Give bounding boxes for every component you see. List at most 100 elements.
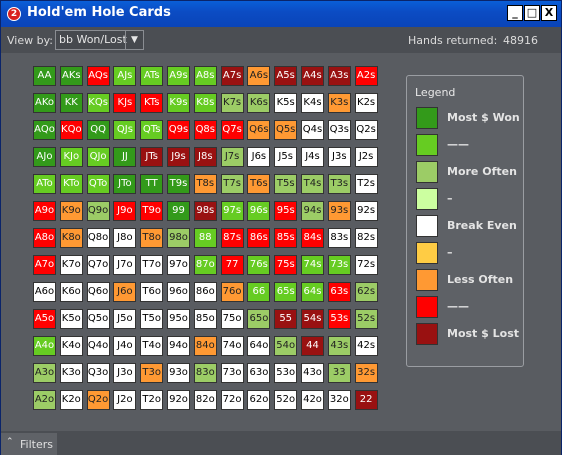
hand-cell-ako[interactable]: AKo [33, 93, 56, 113]
hand-cell-a6s[interactable]: A6s [247, 66, 271, 86]
hand-cell-q9o[interactable]: Q9o [86, 201, 110, 221]
close-button[interactable]: X [541, 5, 557, 21]
hand-cell-ats[interactable]: ATs [140, 66, 164, 86]
hand-cell-jto[interactable]: JTo [113, 174, 137, 194]
hand-cell-ajs[interactable]: AJs [113, 66, 137, 86]
hand-cell-74o[interactable]: 74o [220, 336, 244, 356]
hand-cell-73o[interactable]: 73o [220, 363, 244, 383]
hand-cell-aqo[interactable]: AQo [33, 120, 56, 140]
filters-tab[interactable]: ⌃ Filters [1, 433, 57, 455]
hand-cell-kqs[interactable]: KQs [86, 93, 110, 113]
hand-cell-a9o[interactable]: A9o [33, 201, 56, 221]
hand-cell-jj[interactable]: JJ [113, 147, 137, 167]
hand-cell-43o[interactable]: 43o [301, 363, 324, 383]
hand-cell-a3s[interactable]: A3s [327, 66, 351, 86]
hand-cell-k5o[interactable]: K5o [59, 309, 83, 329]
hand-cell-33[interactable]: 33 [327, 363, 351, 383]
hand-cell-k6o[interactable]: K6o [59, 282, 83, 302]
hand-cell-k8s[interactable]: K8s [193, 93, 217, 113]
hand-cell-73s[interactable]: 73s [327, 255, 351, 275]
hand-cell-q2o[interactable]: Q2o [86, 390, 110, 410]
hand-cell-43s[interactable]: 43s [327, 336, 351, 356]
hand-cell-84s[interactable]: 84s [301, 228, 324, 248]
hand-cell-t9o[interactable]: T9o [140, 201, 164, 221]
hand-cell-a5o[interactable]: A5o [33, 309, 56, 329]
hand-cell-k2s[interactable]: K2s [354, 93, 378, 113]
hand-cell-83s[interactable]: 83s [327, 228, 351, 248]
hand-cell-22[interactable]: 22 [354, 390, 378, 410]
hand-cell-a8o[interactable]: A8o [33, 228, 56, 248]
hand-cell-t2o[interactable]: T2o [140, 390, 164, 410]
hand-cell-kts[interactable]: KTs [140, 93, 164, 113]
hand-cell-k7o[interactable]: K7o [59, 255, 83, 275]
hand-cell-q8o[interactable]: Q8o [86, 228, 110, 248]
hand-cell-j2s[interactable]: J2s [354, 147, 378, 167]
hand-cell-53o[interactable]: 53o [274, 363, 298, 383]
hand-cell-a6o[interactable]: A6o [33, 282, 56, 302]
hand-cell-q3s[interactable]: Q3s [327, 120, 351, 140]
hand-cell-55[interactable]: 55 [274, 309, 298, 329]
hand-cell-52s[interactable]: 52s [354, 309, 378, 329]
hand-cell-a5s[interactable]: A5s [274, 66, 298, 86]
hand-cell-82o[interactable]: 82o [193, 390, 217, 410]
hand-cell-k2o[interactable]: K2o [59, 390, 83, 410]
hand-cell-aqs[interactable]: AQs [86, 66, 110, 86]
hand-cell-k3o[interactable]: K3o [59, 363, 83, 383]
hand-cell-96s[interactable]: 96s [247, 201, 271, 221]
hand-cell-88[interactable]: 88 [193, 228, 217, 248]
hand-cell-tt[interactable]: TT [140, 174, 164, 194]
hand-cell-76o[interactable]: 76o [220, 282, 244, 302]
hand-cell-62s[interactable]: 62s [354, 282, 378, 302]
hand-cell-q2s[interactable]: Q2s [354, 120, 378, 140]
hand-cell-qts[interactable]: QTs [140, 120, 164, 140]
hand-cell-j8s[interactable]: J8s [193, 147, 217, 167]
hand-cell-87o[interactable]: 87o [193, 255, 217, 275]
hand-cell-72o[interactable]: 72o [220, 390, 244, 410]
hand-cell-98o[interactable]: 98o [167, 228, 190, 248]
hand-cell-t9s[interactable]: T9s [167, 174, 190, 194]
hand-cell-j7s[interactable]: J7s [220, 147, 244, 167]
hand-cell-t4o[interactable]: T4o [140, 336, 164, 356]
hand-cell-k6s[interactable]: K6s [247, 93, 271, 113]
hand-cell-65s[interactable]: 65s [274, 282, 298, 302]
hand-cell-k8o[interactable]: K8o [59, 228, 83, 248]
hand-cell-74s[interactable]: 74s [301, 255, 324, 275]
hand-cell-64o[interactable]: 64o [247, 336, 271, 356]
hand-cell-q3o[interactable]: Q3o [86, 363, 110, 383]
hand-cell-q8s[interactable]: Q8s [193, 120, 217, 140]
hand-cell-t7s[interactable]: T7s [220, 174, 244, 194]
hand-cell-77[interactable]: 77 [220, 255, 244, 275]
hand-cell-92o[interactable]: 92o [167, 390, 190, 410]
hand-cell-86s[interactable]: 86s [247, 228, 271, 248]
hand-cell-54s[interactable]: 54s [301, 309, 324, 329]
hand-cell-52o[interactable]: 52o [274, 390, 298, 410]
chevron-down-icon[interactable]: ▼ [125, 31, 143, 49]
hand-cell-53s[interactable]: 53s [327, 309, 351, 329]
hand-cell-a2s[interactable]: A2s [354, 66, 378, 86]
hand-cell-j3s[interactable]: J3s [327, 147, 351, 167]
hand-cell-qjo[interactable]: QJo [86, 147, 110, 167]
hand-cell-72s[interactable]: 72s [354, 255, 378, 275]
hand-cell-96o[interactable]: 96o [167, 282, 190, 302]
hand-cell-t3s[interactable]: T3s [327, 174, 351, 194]
hand-cell-t5s[interactable]: T5s [274, 174, 298, 194]
hand-cell-84o[interactable]: 84o [193, 336, 217, 356]
hand-cell-k9s[interactable]: K9s [167, 93, 190, 113]
hand-cell-62o[interactable]: 62o [247, 390, 271, 410]
hand-cell-94o[interactable]: 94o [167, 336, 190, 356]
hand-cell-87s[interactable]: 87s [220, 228, 244, 248]
hand-cell-t3o[interactable]: T3o [140, 363, 164, 383]
hand-cell-93s[interactable]: 93s [327, 201, 351, 221]
hand-cell-85o[interactable]: 85o [193, 309, 217, 329]
hand-cell-42s[interactable]: 42s [354, 336, 378, 356]
hand-cell-a4o[interactable]: A4o [33, 336, 56, 356]
hand-cell-j4s[interactable]: J4s [301, 147, 324, 167]
maximize-button[interactable]: □ [524, 5, 540, 21]
hand-cell-t6o[interactable]: T6o [140, 282, 164, 302]
hand-cell-83o[interactable]: 83o [193, 363, 217, 383]
hand-cell-a9s[interactable]: A9s [167, 66, 190, 86]
hand-cell-kjo[interactable]: KJo [59, 147, 83, 167]
hand-cell-ato[interactable]: ATo [33, 174, 56, 194]
hand-cell-j4o[interactable]: J4o [113, 336, 137, 356]
hand-cell-65o[interactable]: 65o [247, 309, 271, 329]
